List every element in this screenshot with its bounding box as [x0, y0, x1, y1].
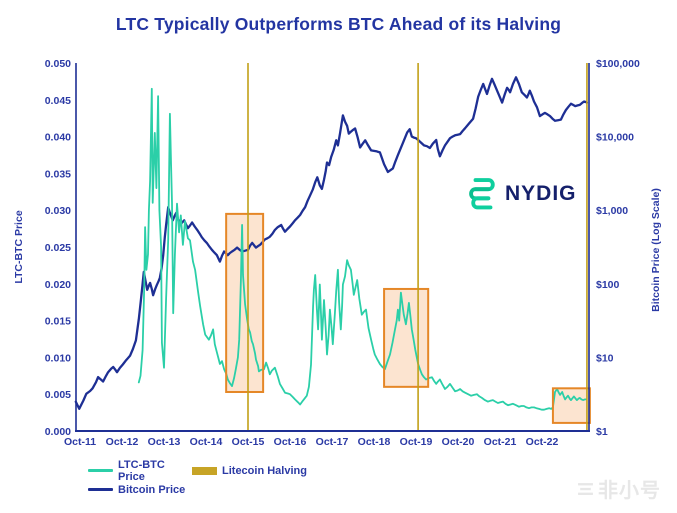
svg-text:0.045: 0.045: [45, 95, 71, 107]
svg-text:0.035: 0.035: [45, 168, 71, 180]
svg-text:Oct-13: Oct-13: [148, 436, 181, 448]
svg-text:0.000: 0.000: [45, 426, 71, 438]
svg-text:0.010: 0.010: [45, 352, 71, 364]
svg-text:Oct-22: Oct-22: [526, 436, 559, 448]
svg-text:$10: $10: [596, 352, 614, 364]
chart-canvas: 0.000 0.005 0.010 0.015 0.020 0.025 0.030 0.035…: [13, 58, 662, 448]
svg-text:Oct-17: Oct-17: [316, 436, 349, 448]
svg-text:Oct-14: Oct-14: [190, 436, 223, 448]
svg-text:Oct-19: Oct-19: [400, 436, 433, 448]
svg-text:Oct-21: Oct-21: [484, 436, 517, 448]
svg-text:0.020: 0.020: [45, 279, 71, 291]
watermark: 非小号: [577, 474, 661, 503]
svg-text:LTC-BTC Price: LTC-BTC Price: [13, 210, 25, 283]
watermark-text: 非小号: [598, 480, 661, 502]
svg-text:0.050: 0.050: [45, 58, 71, 70]
svg-text:Oct-11: Oct-11: [64, 436, 96, 448]
svg-text:0.030: 0.030: [45, 205, 71, 217]
svg-text:$1,000: $1,000: [596, 205, 628, 217]
svg-text:0.005: 0.005: [45, 389, 71, 401]
svg-text:Oct-18: Oct-18: [358, 436, 391, 448]
svg-text:Oct-20: Oct-20: [442, 436, 475, 448]
legend-item-litecoin-halving: Litecoin Halving: [192, 465, 307, 477]
svg-text:0.025: 0.025: [45, 242, 71, 254]
ltc-line-swatch: [88, 469, 113, 472]
btc-line-swatch: [88, 488, 113, 491]
legend-label: LTC-BTC Price: [118, 458, 165, 483]
chart-legend: LTC-BTC Price Litecoin Halving Bitcoin P…: [88, 459, 307, 499]
nydig-logo-text: NYDIG: [505, 182, 577, 205]
svg-text:Oct-12: Oct-12: [106, 436, 139, 448]
svg-text:Oct-16: Oct-16: [274, 436, 307, 448]
svg-text:Oct-15: Oct-15: [232, 436, 265, 448]
svg-text:$10,000: $10,000: [596, 132, 634, 144]
svg-text:Bitcoin Price (Log Scale): Bitcoin Price (Log Scale): [650, 188, 662, 312]
svg-text:$100: $100: [596, 279, 620, 291]
nydig-icon: [469, 178, 495, 210]
legend-label: Bitcoin Price: [118, 483, 186, 496]
watermark-logo-icon: [578, 483, 593, 495]
svg-text:$100,000: $100,000: [596, 58, 640, 70]
halving-bar-swatch: [192, 466, 217, 475]
legend-label: Litecoin Halving: [222, 464, 307, 477]
legend-item-bitcoin-price: Bitcoin Price: [88, 484, 185, 496]
svg-text:0.040: 0.040: [45, 132, 71, 144]
page-title: LTC Typically Outperforms BTC Ahead of i…: [115, 14, 562, 34]
legend-item-ltc-btc-price: LTC-BTC Price: [88, 459, 192, 483]
nydig-logo: NYDIG: [468, 174, 577, 214]
svg-text:$1: $1: [596, 426, 608, 438]
svg-text:0.015: 0.015: [45, 316, 71, 328]
